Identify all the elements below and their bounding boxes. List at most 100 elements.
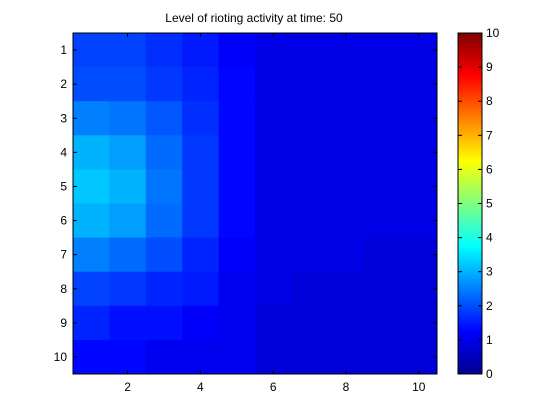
heat-cell-r9-c2 [109, 305, 147, 341]
heat-cell-r6-c4 [182, 203, 220, 239]
y-tick-label: 4 [60, 145, 67, 159]
heat-cell-r9-c10 [400, 305, 438, 341]
heat-cell-r7-c10 [400, 237, 438, 273]
heat-cell-r3-c8 [327, 101, 365, 136]
heat-cell-r4-c2 [109, 135, 147, 170]
heat-cell-r2-c5 [218, 67, 256, 102]
heat-cell-r9-c3 [145, 305, 183, 341]
heat-cell-r9-c6 [255, 305, 292, 341]
heat-cell-r3-c9 [364, 101, 402, 136]
heat-cell-r5-c3 [145, 169, 183, 204]
heat-cell-r2-c1 [73, 67, 110, 102]
heat-cell-r2-c6 [255, 67, 292, 102]
colorbar-tick-label: 3 [486, 265, 493, 279]
chart-title: Level of rioting activity at time: 50 [165, 11, 343, 25]
heat-cell-r8-c1 [73, 271, 110, 307]
heat-cell-r3-c3 [145, 101, 183, 136]
heat-cell-r10-c7 [291, 339, 329, 375]
heat-cell-r8-c4 [182, 271, 220, 307]
heat-cell-r1-c10 [400, 33, 438, 68]
heat-cell-r4-c6 [255, 135, 292, 170]
colorbar-tick-label: 9 [486, 60, 493, 74]
heat-cell-r10-c3 [145, 339, 183, 375]
y-tick-label: 6 [60, 214, 67, 228]
heat-cell-r6-c3 [145, 203, 183, 239]
heat-cell-r5-c6 [255, 169, 292, 204]
colorbar-tick-label: 10 [486, 26, 500, 40]
y-tick-label: 7 [60, 248, 67, 262]
heat-cell-r5-c8 [327, 169, 365, 204]
heat-cell-r3-c2 [109, 101, 147, 136]
heat-cell-r4-c9 [364, 135, 402, 170]
heat-cell-r2-c10 [400, 67, 438, 102]
heat-cell-r1-c8 [327, 33, 365, 68]
colorbar-axis: 0 1 2 3 4 5 6 7 8 9 10 [458, 26, 500, 381]
heat-cell-r6-c10 [400, 203, 438, 239]
heat-cell-r6-c7 [291, 203, 329, 239]
heat-cell-r3-c1 [73, 101, 110, 136]
heat-cell-r8-c8 [327, 271, 365, 307]
y-tick-label: 2 [60, 77, 67, 91]
heat-cell-r5-c2 [109, 169, 147, 204]
heat-cell-r10-c1 [73, 339, 110, 375]
heat-cell-r9-c9 [364, 305, 402, 341]
heat-cell-r3-c6 [255, 101, 292, 136]
heat-cell-r4-c8 [327, 135, 365, 170]
heat-cell-r4-c7 [291, 135, 329, 170]
heat-cell-r10-c8 [327, 339, 365, 375]
heat-cell-r8-c9 [364, 271, 402, 307]
heat-cell-r8-c6 [255, 271, 292, 307]
y-tick-label: 3 [60, 111, 67, 125]
colorbar-tick-label: 1 [486, 333, 493, 347]
colorbar-tick-label: 0 [486, 367, 493, 381]
colorbar-tick-label: 6 [486, 162, 493, 176]
heat-cell-r1-c1 [73, 33, 110, 68]
heat-cell-r9-c5 [218, 305, 256, 341]
x-axis: 2 4 6 8 10 [124, 33, 426, 394]
heat-cell-r10-c5 [218, 339, 256, 375]
heat-cell-r1-c5 [218, 33, 256, 68]
heat-cell-r5-c4 [182, 169, 220, 204]
y-axis: 1 2 3 4 5 6 7 8 9 10 [54, 43, 437, 364]
heat-cell-r9-c4 [182, 305, 220, 341]
heat-cell-r10-c2 [109, 339, 147, 375]
heat-cell-r7-c5 [218, 237, 256, 273]
y-tick-label: 10 [54, 350, 68, 364]
heat-cell-r9-c8 [327, 305, 365, 341]
heat-cell-r1-c6 [255, 33, 292, 68]
heat-cell-r4-c1 [73, 135, 110, 170]
x-tick-label: 8 [343, 380, 350, 394]
heat-cell-r3-c4 [182, 101, 220, 136]
heat-cell-r6-c1 [73, 203, 110, 239]
heat-cell-r4-c3 [145, 135, 183, 170]
heat-cell-r7-c1 [73, 237, 110, 273]
x-tick-label: 4 [197, 380, 204, 394]
heat-cell-r8-c7 [291, 271, 329, 307]
heat-cell-r7-c6 [255, 237, 292, 273]
heat-cell-r7-c2 [109, 237, 147, 273]
heat-cell-r6-c6 [255, 203, 292, 239]
heat-cell-r9-c1 [73, 305, 110, 341]
y-tick-label: 9 [60, 316, 67, 330]
heat-cell-r4-c4 [182, 135, 220, 170]
heat-cell-r2-c3 [145, 67, 183, 102]
heat-cell-r10-c9 [364, 339, 402, 375]
heat-cell-r1-c2 [109, 33, 147, 68]
x-tick-label: 2 [124, 380, 131, 394]
heat-cell-r5-c10 [400, 169, 438, 204]
heat-cell-r8-c10 [400, 271, 438, 307]
colorbar-tick-label: 4 [486, 231, 493, 245]
heat-cell-r10-c4 [182, 339, 220, 375]
heat-cell-r7-c8 [327, 237, 365, 273]
heat-cell-r1-c4 [182, 33, 220, 68]
y-tick-label: 8 [60, 282, 67, 296]
plot-frame [72, 32, 438, 375]
heat-cell-r5-c5 [218, 169, 256, 204]
heat-cell-r5-c9 [364, 169, 402, 204]
heat-cell-r8-c2 [109, 271, 147, 307]
heat-cell-r7-c9 [364, 237, 402, 273]
heat-cell-r6-c5 [218, 203, 256, 239]
heat-cell-r7-c7 [291, 237, 329, 273]
colorbar-tick-label: 2 [486, 299, 493, 313]
